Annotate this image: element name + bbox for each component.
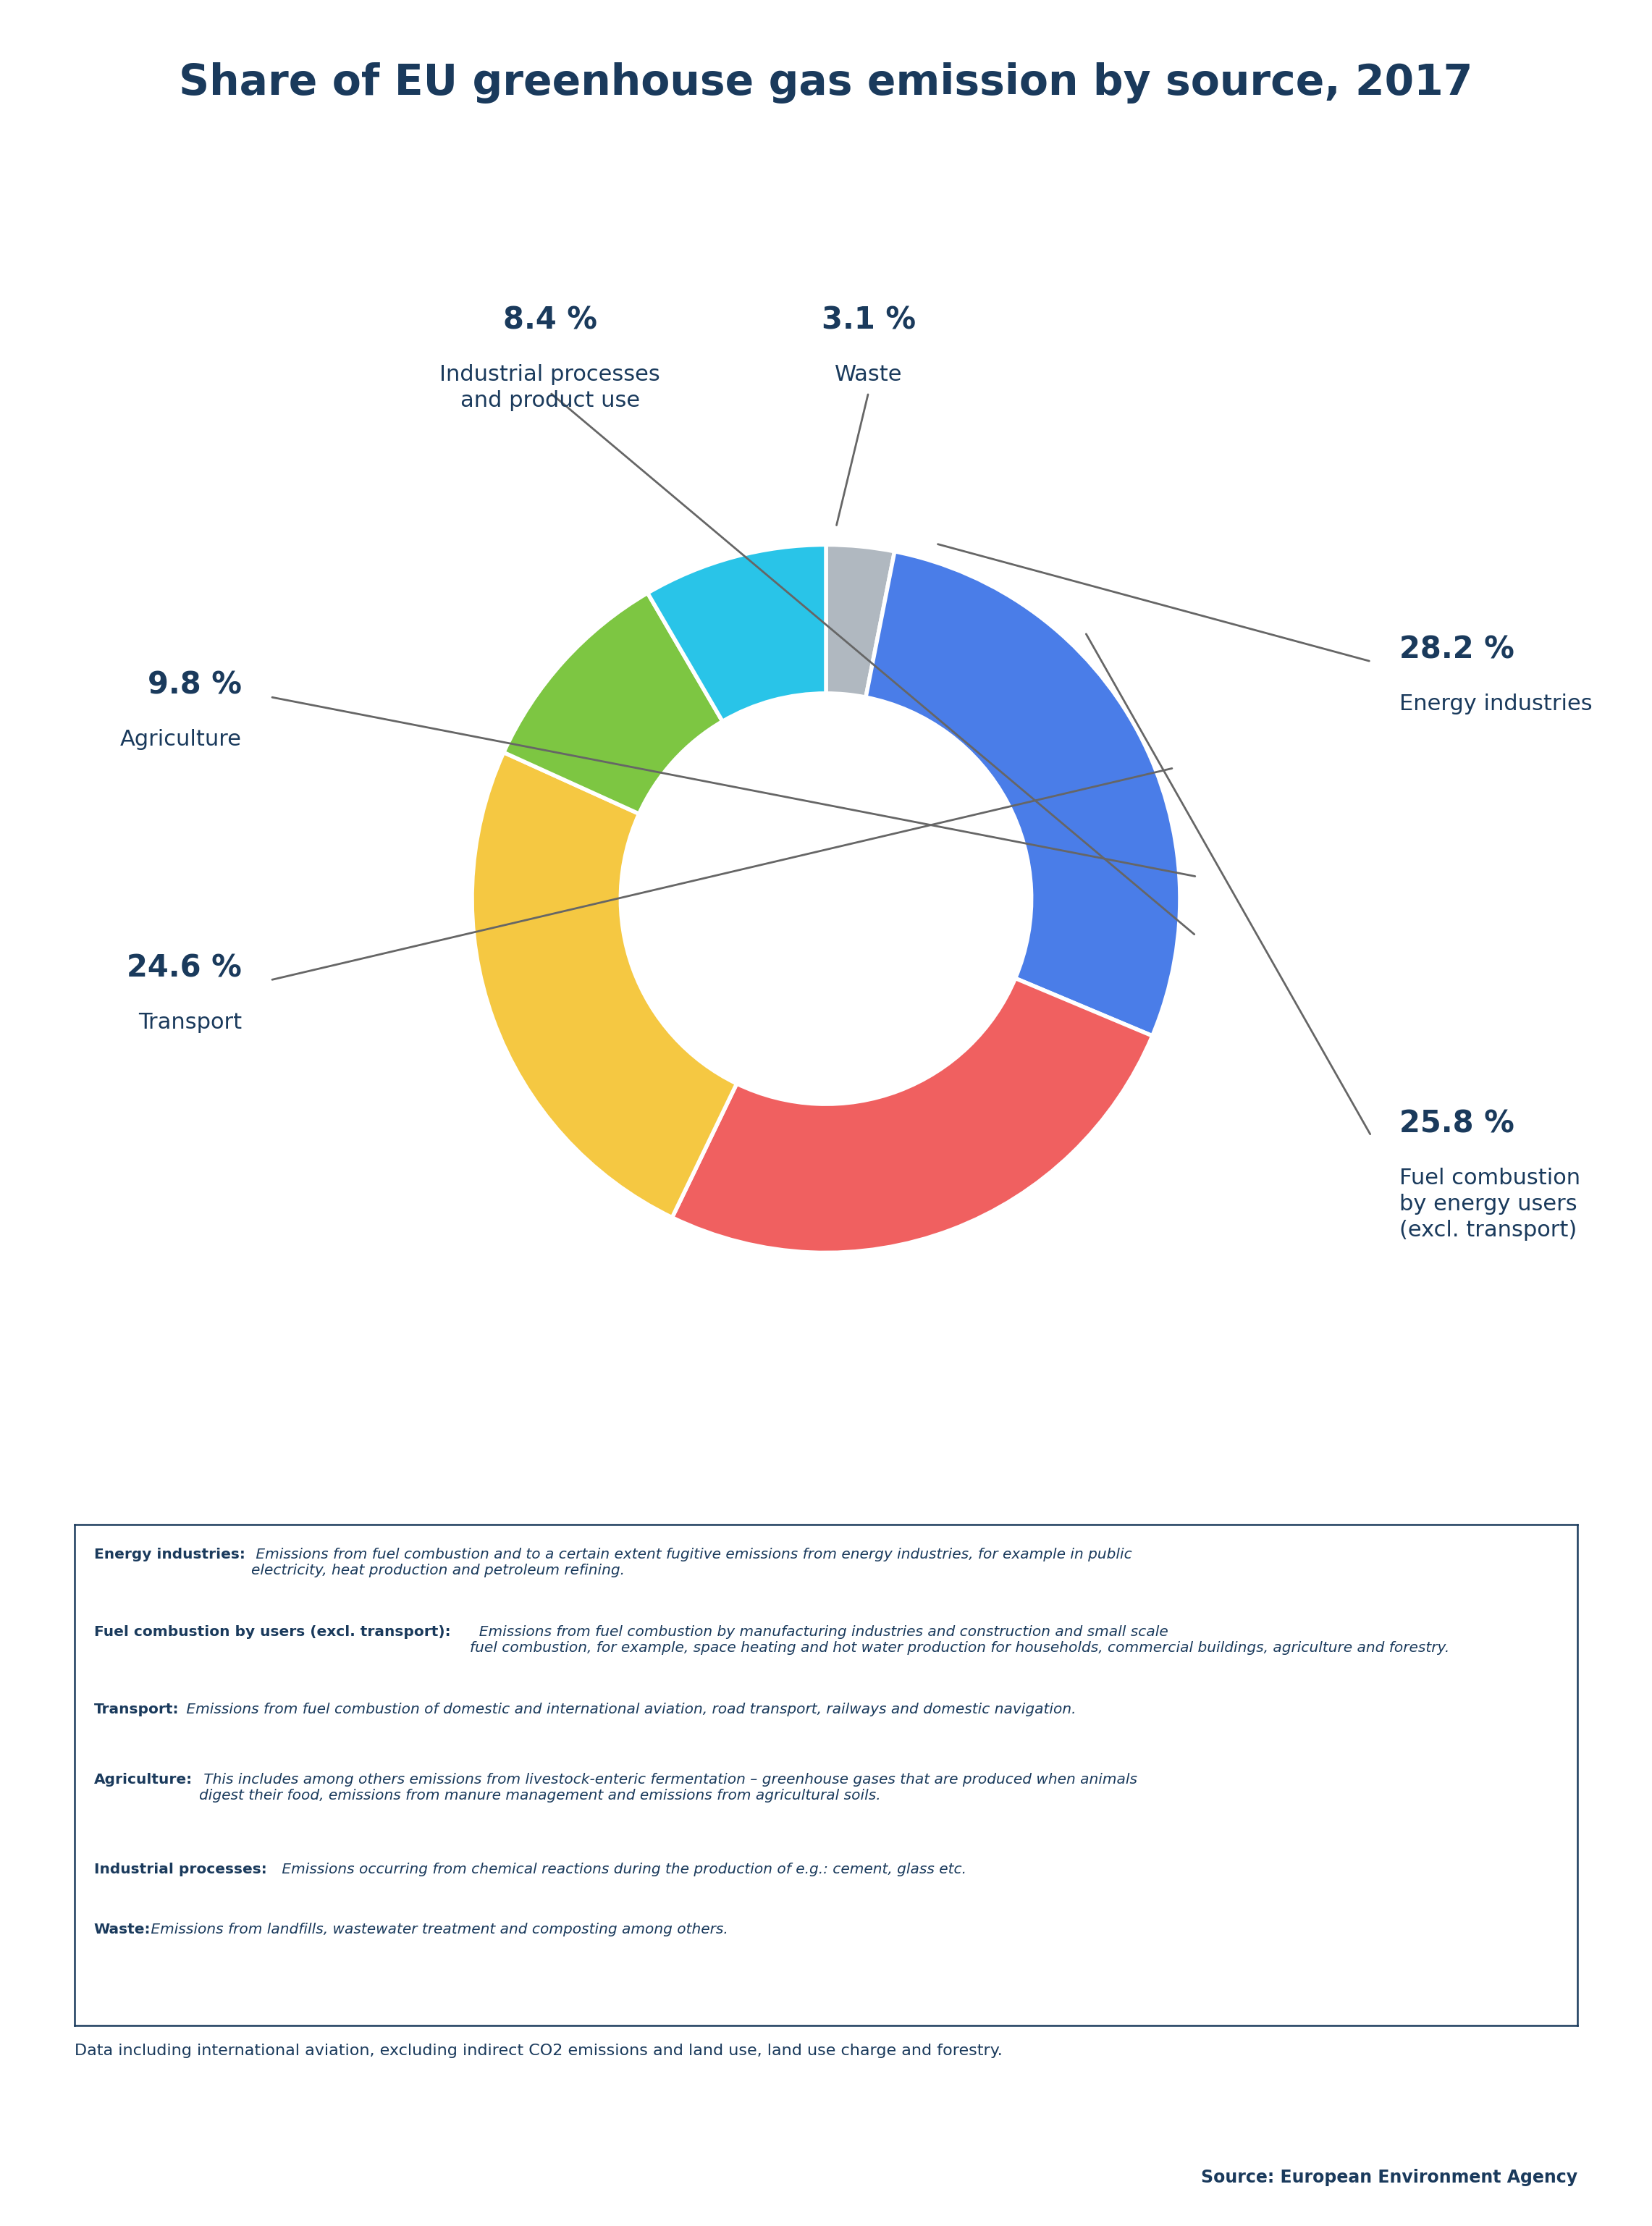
Text: Data including international aviation, excluding indirect CO2 emissions and land: Data including international aviation, e… <box>74 2043 1003 2059</box>
Text: 28.2 %: 28.2 % <box>1399 634 1515 666</box>
Wedge shape <box>866 552 1180 1035</box>
Text: Fuel combustion
by energy users
(excl. transport): Fuel combustion by energy users (excl. t… <box>1399 1169 1581 1240</box>
Wedge shape <box>472 752 737 1218</box>
Text: Waste:: Waste: <box>94 1923 150 1937</box>
Text: 24.6 %: 24.6 % <box>127 953 241 984</box>
Text: 25.8 %: 25.8 % <box>1399 1109 1515 1140</box>
Text: 8.4 %: 8.4 % <box>502 305 596 336</box>
Text: 3.1 %: 3.1 % <box>821 305 915 336</box>
Text: Share of EU greenhouse gas emission by source, 2017: Share of EU greenhouse gas emission by s… <box>178 62 1474 105</box>
Text: Fuel combustion by users (excl. transport):: Fuel combustion by users (excl. transpor… <box>94 1625 451 1638</box>
Text: Transport:: Transport: <box>94 1703 178 1716</box>
Text: Energy industries: Energy industries <box>1399 692 1593 715</box>
Text: Emissions from fuel combustion and to a certain extent fugitive emissions from e: Emissions from fuel combustion and to a … <box>251 1547 1132 1576</box>
Text: Energy industries:: Energy industries: <box>94 1547 244 1560</box>
Text: Emissions from landfills, wastewater treatment and composting among others.: Emissions from landfills, wastewater tre… <box>147 1923 729 1937</box>
Text: Emissions occurring from chemical reactions during the production of e.g.: cemen: Emissions occurring from chemical reacti… <box>278 1863 966 1877</box>
Wedge shape <box>672 977 1153 1253</box>
Text: Emissions from fuel combustion of domestic and international aviation, road tran: Emissions from fuel combustion of domest… <box>182 1703 1075 1716</box>
Circle shape <box>621 692 1031 1104</box>
Text: Industrial processes:: Industrial processes: <box>94 1863 266 1877</box>
Text: Agriculture: Agriculture <box>121 728 241 750</box>
Text: Emissions from fuel combustion by manufacturing industries and construction and : Emissions from fuel combustion by manufa… <box>471 1625 1450 1654</box>
Text: Agriculture:: Agriculture: <box>94 1772 192 1787</box>
Text: Source: European Environment Agency: Source: European Environment Agency <box>1201 2168 1578 2186</box>
Wedge shape <box>826 545 895 697</box>
Text: Transport: Transport <box>139 1013 241 1033</box>
Text: This includes among others emissions from livestock-enteric fermentation – green: This includes among others emissions fro… <box>198 1772 1137 1803</box>
Wedge shape <box>504 592 722 815</box>
Text: Waste: Waste <box>834 365 902 385</box>
Wedge shape <box>648 545 826 721</box>
Text: 9.8 %: 9.8 % <box>147 670 241 701</box>
Text: Industrial processes
and product use: Industrial processes and product use <box>439 365 661 412</box>
